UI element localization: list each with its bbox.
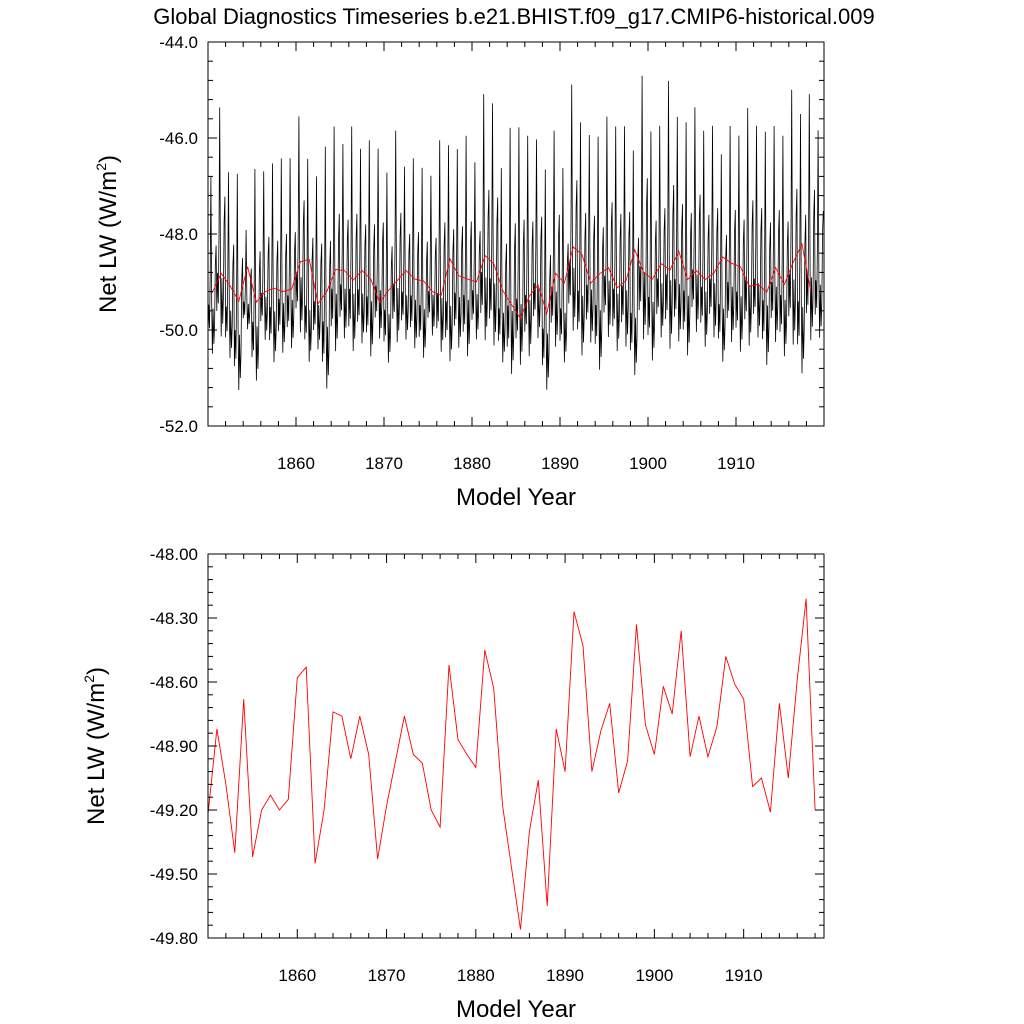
x-tick-label: 1880 [453,454,491,473]
x-tick-label: 1900 [629,454,667,473]
y-tick-label: -48.60 [150,673,198,692]
plot-series-layer [207,75,824,391]
y-axis-label-superscript: 2 [93,163,109,171]
y-tick-label: -50.0 [159,321,198,340]
x-tick-label: 1890 [541,454,579,473]
annual-mean-line [207,598,816,930]
chart-top-panel: -52.0 -50.0 -48.0 -46.0 -44.0 1860 1870 … [93,33,825,511]
y-tick-label: -48.30 [150,609,198,628]
x-tick-label: 1870 [368,966,406,985]
y-tick-label: -49.50 [150,865,198,884]
x-tick-labels: 1860 1870 1880 1890 1900 1910 [277,454,755,473]
y-tick-label: -48.90 [150,737,198,756]
y-axis-label-text: Net LW (W/m [83,683,110,825]
y-tick-label: -46.0 [159,129,198,148]
annual-mean-line [211,242,812,320]
x-tick-label: 1870 [365,454,403,473]
x-tick-label: 1910 [717,454,755,473]
plot-series-layer [207,598,816,930]
y-tick-label: -52.0 [159,417,198,436]
y-axis-label-text: Net LW (W/m [95,171,122,313]
x-tick-label: 1860 [278,966,316,985]
x-tick-labels: 1860 1870 1880 1890 1900 1910 [278,966,762,985]
y-tick-label: -49.20 [150,801,198,820]
y-axis-label-superscript: 2 [81,675,97,683]
x-tick-label: 1860 [277,454,315,473]
y-tick-label: -49.80 [150,929,198,948]
y-axis-label-suffix: ) [83,667,110,675]
chart-bottom-panel: -49.80 -49.50 -49.20 -48.90 -48.60 -48.3… [81,545,825,1023]
plot-frame [207,41,825,427]
y-tick-label: -44.0 [159,33,198,52]
y-tick-label: -48.00 [150,545,198,564]
x-axis-label: Model Year [456,996,576,1023]
y-tick-labels: -49.80 -49.50 -49.20 -48.90 -48.60 -48.3… [150,545,198,948]
tick-marks [207,553,824,939]
x-axis-label: Model Year [456,484,576,511]
x-tick-label: 1880 [457,966,495,985]
y-axis-label: Net LW (W/m2) [93,155,122,313]
tick-marks [207,41,825,427]
monthly-series-line [207,75,824,391]
y-axis-label-suffix: ) [95,155,122,163]
x-tick-label: 1900 [635,966,673,985]
y-axis-label: Net LW (W/m2) [81,667,110,825]
plot-frame [207,553,825,939]
y-tick-label: -48.0 [159,225,198,244]
x-tick-label: 1890 [546,966,584,985]
figure-title: Global Diagnostics Timeseries b.e21.BHIS… [153,4,874,29]
y-tick-labels: -52.0 -50.0 -48.0 -46.0 -44.0 [159,33,198,436]
x-tick-label: 1910 [725,966,763,985]
